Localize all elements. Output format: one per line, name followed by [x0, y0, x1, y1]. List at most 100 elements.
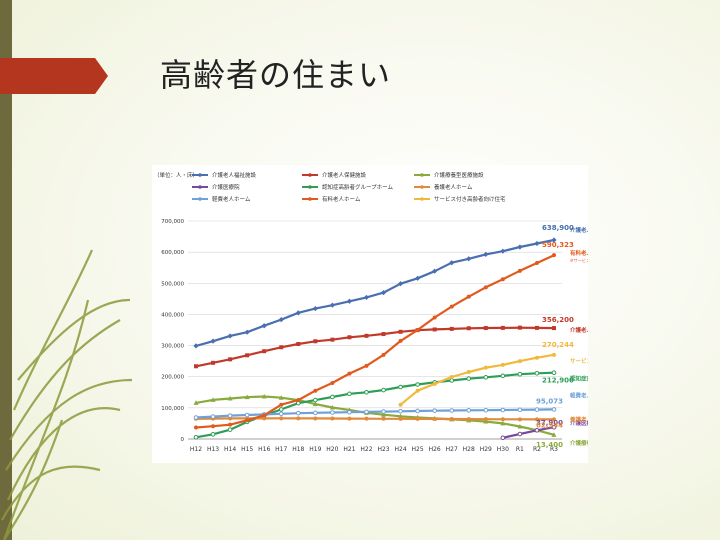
series-line: [195, 371, 555, 439]
data-point: [381, 412, 387, 417]
x-tick-label: H28: [463, 446, 475, 453]
data-point: [211, 424, 216, 429]
x-tick-label: H26: [429, 446, 441, 453]
data-point: [449, 326, 454, 331]
x-tick-label: H15: [241, 446, 253, 453]
end-value-label: 590,323: [542, 241, 574, 249]
end-value-label: 95,073: [536, 397, 563, 405]
data-point: [296, 398, 301, 403]
data-point: [210, 397, 216, 402]
data-point: [415, 382, 420, 387]
data-point: [330, 394, 335, 400]
data-point: [329, 404, 335, 410]
data-point: [483, 285, 488, 290]
data-point: [244, 412, 250, 418]
end-value-label: 638,900: [542, 224, 574, 232]
data-point: [534, 427, 540, 433]
x-tick-label: H24: [394, 446, 406, 453]
legend-label: 有料老人ホーム: [322, 195, 361, 203]
data-point: [193, 434, 199, 440]
data-point: [415, 388, 420, 393]
data-point: [346, 298, 353, 304]
data-point: [381, 387, 386, 393]
data-point: [398, 413, 404, 419]
x-tick-label: H18: [292, 446, 304, 453]
data-point: [483, 375, 489, 380]
x-tick-label: H29: [480, 446, 492, 453]
data-point: [534, 370, 540, 376]
x-tick-label: H20: [326, 446, 338, 453]
data-point: [432, 381, 437, 386]
x-tick-label: H25: [412, 446, 424, 453]
data-point: [330, 380, 335, 385]
data-point: [364, 363, 369, 368]
data-point: [244, 329, 250, 335]
data-point: [398, 338, 403, 343]
data-point: [262, 349, 267, 354]
data-point: [312, 401, 318, 407]
data-point: [313, 397, 318, 403]
data-point: [330, 337, 335, 342]
data-point: [363, 294, 370, 301]
data-point: [517, 431, 523, 437]
data-point: [483, 251, 489, 257]
y-tick-label: 500,000: [161, 281, 184, 287]
data-point: [295, 410, 301, 416]
data-point: [194, 425, 198, 430]
title-arrow: [0, 58, 108, 94]
data-point: [364, 333, 369, 338]
data-point: [278, 395, 284, 400]
data-point: [262, 413, 267, 418]
data-point: [551, 237, 557, 243]
data-point: [500, 373, 506, 379]
data-point: [432, 408, 437, 413]
series-line: [195, 254, 555, 429]
data-point: [483, 417, 488, 422]
series-line: [399, 353, 555, 406]
data-point: [210, 414, 216, 419]
data-point: [296, 342, 301, 347]
series-end-label: 軽費老人ホーム: [570, 391, 588, 399]
data-point: [517, 417, 522, 422]
data-point: [329, 302, 335, 308]
end-value-label: 37,900: [536, 419, 563, 427]
data-point: [466, 256, 472, 262]
x-tick-label: H17: [275, 446, 287, 453]
series-end-label: 介護療養型医療施設: [569, 439, 588, 447]
data-point: [279, 416, 284, 421]
data-point: [312, 305, 318, 312]
series-end-label: サービス付き高齢者向け住宅: [570, 357, 588, 365]
series-end-label: 養護老人ホーム: [570, 415, 588, 423]
series-end-label: 介護医療院: [569, 419, 588, 427]
data-point: [381, 409, 386, 414]
series-line: [195, 408, 555, 419]
data-point: [347, 371, 352, 376]
data-point: [534, 325, 539, 330]
chart-panel: （単位：人・床） 介護老人福祉施設 介護老人保健施設 介護療養型医療施設 介護医療院 認知…: [152, 165, 642, 463]
data-point: [228, 422, 233, 427]
data-point: [244, 394, 250, 400]
series-end-label: 介護老人福祉施設: [569, 226, 588, 234]
x-tick-label: H27: [446, 446, 458, 453]
data-point: [551, 370, 557, 375]
data-point: [500, 420, 506, 426]
data-point: [398, 408, 403, 414]
data-point: [261, 393, 267, 399]
data-point: [500, 417, 505, 422]
end-value-label: 270,244: [542, 341, 574, 349]
legend-label: 軽費老人ホーム: [212, 195, 251, 203]
data-point: [193, 343, 199, 349]
data-point: [364, 409, 369, 415]
legend-marker: [420, 197, 424, 201]
data-point: [210, 338, 216, 344]
data-point: [500, 248, 506, 254]
data-point: [415, 408, 420, 414]
y-tick-label: 400,000: [161, 312, 184, 318]
data-point: [381, 352, 386, 357]
data-point: [466, 326, 471, 331]
data-point: [500, 325, 505, 330]
data-point: [415, 328, 420, 332]
data-point: [398, 416, 403, 421]
data-point: [381, 332, 386, 337]
